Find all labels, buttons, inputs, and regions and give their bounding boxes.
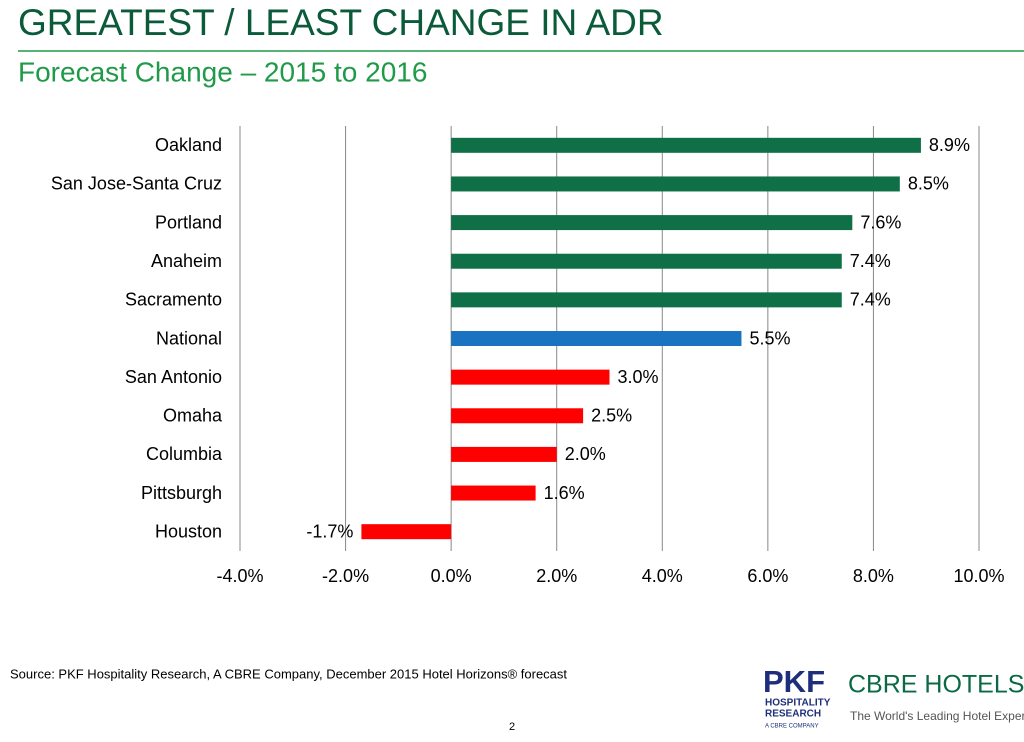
x-tick-label: 2.0% — [536, 566, 577, 586]
bar — [451, 369, 610, 385]
pkf-logo-line: HOSPITALITY — [765, 698, 831, 709]
bar — [451, 446, 557, 462]
y-tick-label: Omaha — [163, 406, 223, 426]
bar — [451, 331, 742, 346]
slide-title: GREATEST / LEAST CHANGE IN ADR — [18, 2, 664, 43]
x-tick-label: 8.0% — [853, 566, 894, 586]
page-number: 2 — [509, 721, 515, 733]
bar — [361, 524, 452, 540]
value-label: 7.6% — [860, 212, 901, 232]
value-label: -1.7% — [306, 521, 353, 541]
bar — [451, 176, 900, 192]
slide-subtitle: Forecast Change – 2015 to 2016 — [18, 56, 427, 87]
x-tick-label: -2.0% — [322, 566, 369, 586]
bar — [451, 485, 536, 501]
y-tick-label: Portland — [155, 212, 222, 232]
pkf-logo: PKF — [763, 664, 825, 699]
bar — [451, 292, 842, 308]
y-tick-label: Houston — [155, 521, 222, 541]
value-label: 1.6% — [544, 483, 585, 503]
value-label: 3.0% — [618, 367, 659, 387]
cbre-logo: CBRE HOTELS — [848, 671, 1024, 699]
y-tick-label: Columbia — [146, 444, 223, 464]
cbre-tagline: The World's Leading Hotel Experts. — [850, 709, 1024, 723]
pkf-logo-line: RESEARCH — [765, 709, 821, 720]
value-label: 2.0% — [565, 444, 606, 464]
value-label: 5.5% — [749, 328, 790, 348]
y-tick-label: San Jose-Santa Cruz — [51, 174, 222, 194]
x-tick-label: 6.0% — [747, 566, 788, 586]
pkf-logo-line: A CBRE COMPANY — [765, 724, 819, 730]
y-tick-label: National — [156, 328, 222, 348]
x-tick-label: 4.0% — [642, 566, 683, 586]
value-label: 2.5% — [591, 406, 632, 426]
bar — [451, 215, 853, 231]
y-tick-label: Oakland — [155, 135, 222, 155]
x-tick-label: 0.0% — [431, 566, 472, 586]
x-tick-label: -4.0% — [216, 566, 263, 586]
x-tick-label: 10.0% — [953, 566, 1004, 586]
value-label: 7.4% — [850, 251, 891, 271]
value-label: 8.5% — [908, 174, 949, 194]
y-tick-label: Pittsburgh — [141, 483, 222, 503]
value-label: 7.4% — [850, 290, 891, 310]
plot-area: -4.0% -2.0% 0.0% 2.0% 4.0% 6.0% 8.0% 10.0% Oakla… — [51, 126, 1005, 586]
value-label: 8.9% — [929, 135, 970, 155]
y-tick-label: Anaheim — [151, 251, 222, 271]
y-tick-label: San Antonio — [125, 367, 222, 387]
bar — [451, 137, 921, 153]
y-tick-label: Sacramento — [125, 290, 222, 310]
bar — [451, 253, 842, 269]
bar — [451, 408, 584, 424]
source-note: Source: PKF Hospitality Research, A CBRE… — [10, 666, 567, 681]
